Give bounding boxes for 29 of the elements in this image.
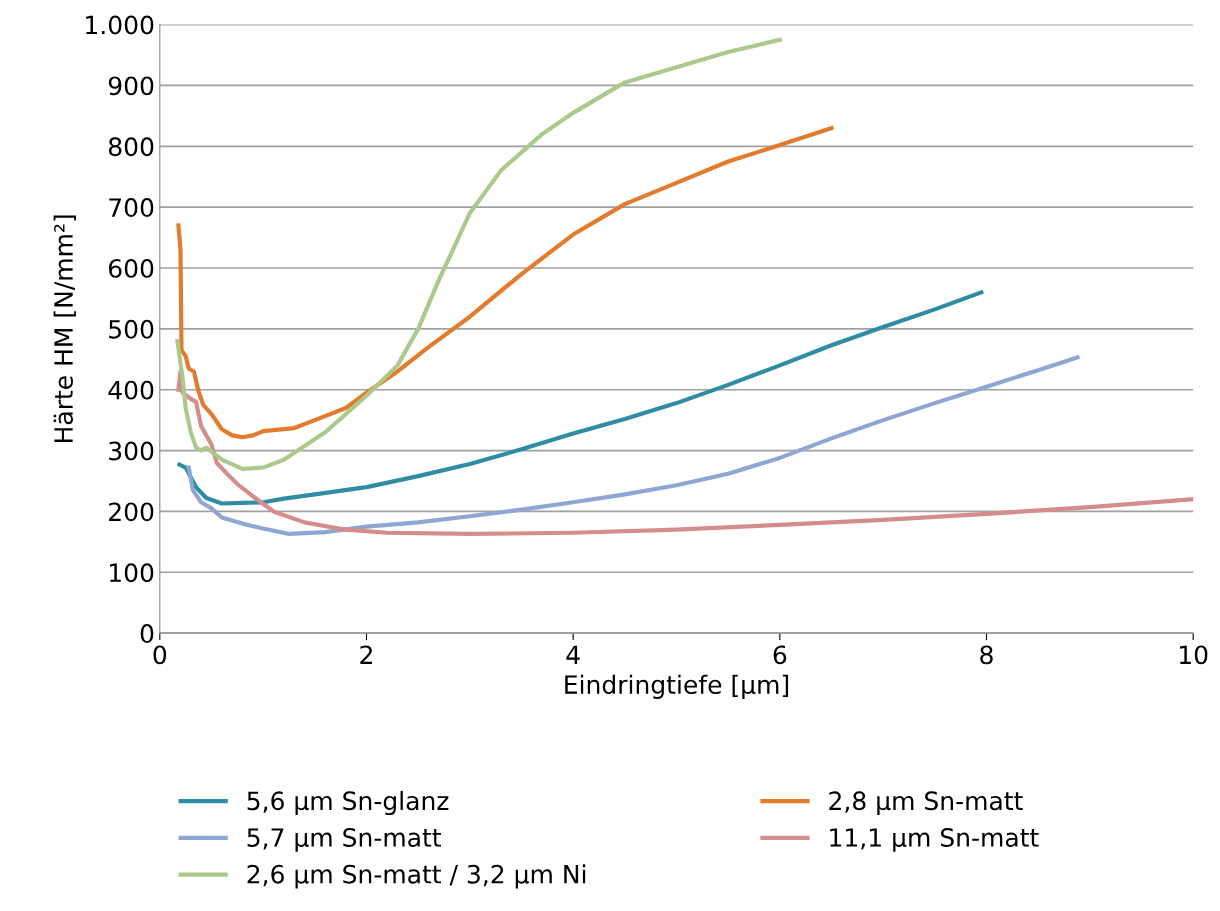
y-tick-label: 1.000 <box>86 15 154 35</box>
legend-label: 2,8 µm Sn-matt <box>829 791 1023 816</box>
y-tick-label: 800 <box>108 137 154 157</box>
y-tick-label: 600 <box>108 258 154 278</box>
legend-label: 2,6 µm Sn-matt / 3,2 µm Ni <box>247 864 586 889</box>
y-tick-label: 500 <box>109 319 154 339</box>
legend-label: 11,1 µm Sn-matt <box>830 828 1039 852</box>
y-tick-label: 700 <box>109 198 154 218</box>
x-tick-label: 6 <box>773 645 787 665</box>
x-axis-title: Eindringtiefe [µm] <box>565 674 789 699</box>
x-tick-label: 4 <box>566 645 580 664</box>
y-tick-label: 300 <box>109 441 154 461</box>
legend-label: 5,6 µm Sn-glanz <box>247 790 449 816</box>
y-tick-label: 200 <box>109 502 154 522</box>
legend-label: 5,7 µm Sn-matt <box>247 828 442 852</box>
x-tick-label: 8 <box>980 645 993 665</box>
y-tick-label: 400 <box>108 380 154 400</box>
line-series <box>186 355 1080 537</box>
y-tick-label: 900 <box>108 76 154 96</box>
y-tick-label: 100 <box>109 563 154 583</box>
x-tick-label: 0 <box>153 645 167 665</box>
line-series <box>176 125 834 440</box>
y-axis-title: Härte HM [N/mm²] <box>53 215 76 443</box>
line-series <box>176 369 1194 537</box>
x-tick-label: 10 <box>1180 645 1208 665</box>
line-series <box>177 290 984 506</box>
line-series <box>175 37 782 471</box>
x-tick-label: 2 <box>360 645 372 664</box>
y-tick-label: 0 <box>140 624 154 643</box>
